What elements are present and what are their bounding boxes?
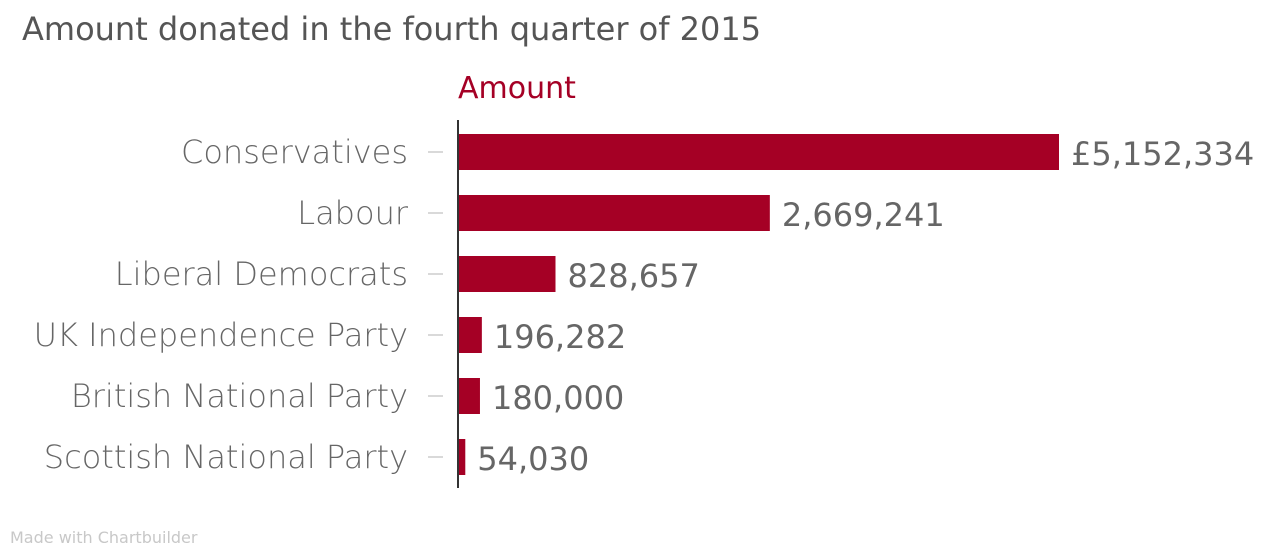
value-label: £5,152,334 xyxy=(1071,135,1254,173)
category-label: British National Party xyxy=(71,377,408,415)
bar xyxy=(459,256,556,292)
value-label: 196,282 xyxy=(494,318,626,356)
value-label: 180,000 xyxy=(492,379,624,417)
category-label: Scottish National Party xyxy=(44,438,408,476)
bar xyxy=(459,195,770,231)
footer-credit: Made with Chartbuilder xyxy=(10,528,198,547)
bar xyxy=(459,439,466,475)
bar xyxy=(459,378,480,414)
value-label: 828,657 xyxy=(567,257,699,295)
value-label: 54,030 xyxy=(477,440,589,478)
category-label: Liberal Democrats xyxy=(115,255,408,293)
category-label: UK Independence Party xyxy=(34,316,408,354)
series-label: Amount xyxy=(458,71,576,106)
value-label: 2,669,241 xyxy=(782,196,945,234)
chart-title: Amount donated in the fourth quarter of … xyxy=(22,10,762,48)
bar xyxy=(459,134,1059,170)
category-label: Conservatives xyxy=(181,133,408,171)
bar xyxy=(459,317,482,353)
category-label: Labour xyxy=(297,194,409,232)
